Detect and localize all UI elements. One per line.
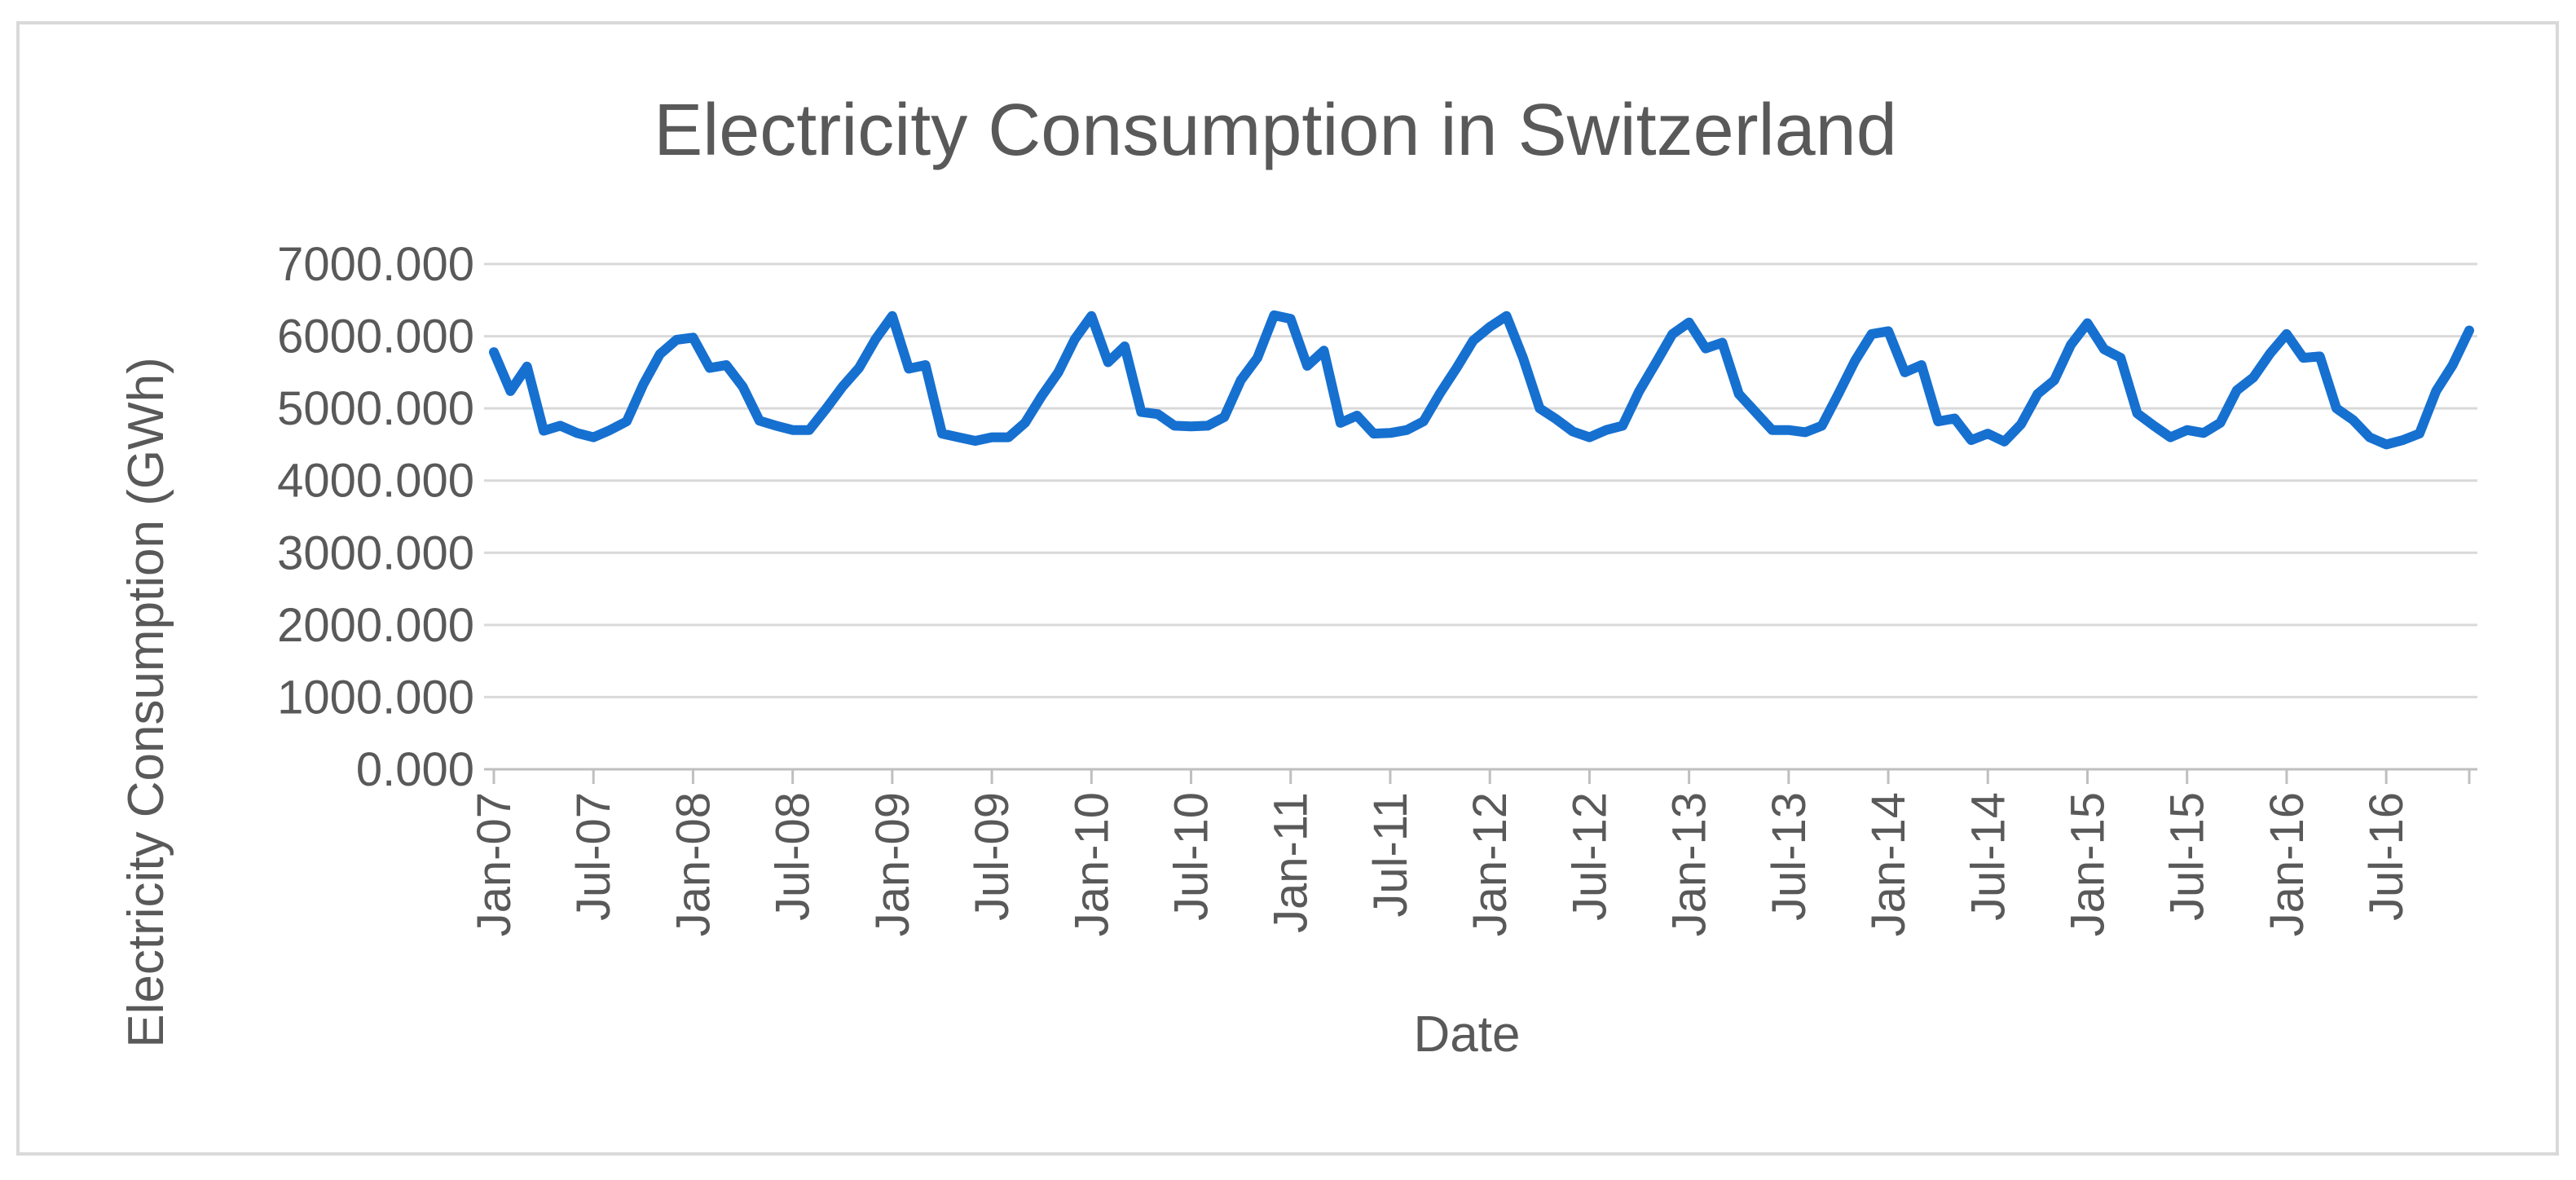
series-line-electricity-consumption	[489, 310, 2474, 450]
chart-frame	[16, 21, 2559, 1156]
x-tick-label: Jan-08	[667, 792, 720, 936]
x-tick-label: Jan-07	[468, 792, 521, 936]
y-tick-label: 0.000	[356, 743, 474, 796]
y-tick-label: 1000.000	[277, 671, 474, 724]
x-tick-label: Jul-07	[567, 792, 620, 921]
x-tick-label: Jul-10	[1165, 792, 1218, 921]
x-axis-ticks: Jan-07 Jul-07 Jan-08 Jul-08 Jan-09 Jul-09 Jan-…	[468, 769, 2471, 936]
x-tick-label: Jul-13	[1763, 792, 1816, 921]
x-axis-title: Date	[1414, 1006, 1521, 1063]
y-tick-label: 6000.000	[277, 310, 474, 363]
x-tick-label: Jan-11	[1265, 792, 1318, 933]
y-tick-label: 3000.000	[277, 526, 474, 579]
x-tick-label: Jul-16	[2360, 792, 2413, 921]
x-tick-label: Jan-15	[2061, 792, 2114, 936]
x-tick-label: Jan-16	[2261, 792, 2314, 936]
chart-title: Electricity Consumption in Switzerland	[654, 90, 1897, 171]
x-tick-label: Jan-10	[1065, 792, 1118, 936]
x-tick-label: Jan-13	[1663, 792, 1716, 936]
x-tick-label: Jan-14	[1862, 792, 1915, 936]
y-tick-label: 7000.000	[277, 238, 474, 291]
y-axis-title: Electricity Consumption (GWh)	[118, 357, 174, 1048]
x-tick-label: Jan-09	[866, 792, 919, 936]
series-layer	[489, 310, 2474, 450]
y-axis-ticks: 0.000 1000.000 2000.000 3000.000 4000.000 500…	[277, 238, 474, 796]
x-tick-label: Jul-11	[1364, 792, 1417, 918]
x-tick-label: Jul-08	[767, 792, 820, 921]
x-tick-label: Jul-09	[966, 792, 1019, 921]
y-tick-label: 5000.000	[277, 382, 474, 435]
x-tick-label: Jan-12	[1464, 792, 1517, 936]
x-tick-label: Jul-14	[1962, 792, 2015, 921]
x-tick-label: Jul-12	[1563, 792, 1616, 921]
y-tick-label: 4000.000	[277, 455, 474, 508]
x-tick-label: Jul-15	[2161, 792, 2214, 921]
y-tick-label: 2000.000	[277, 599, 474, 652]
